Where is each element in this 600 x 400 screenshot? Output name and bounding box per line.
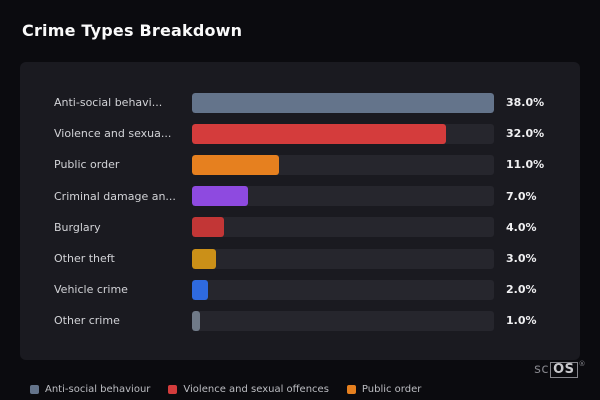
bar-row: Anti-social behavi... 38.0%: [54, 87, 552, 118]
bar-track: [192, 154, 494, 175]
bar[interactable]: [192, 154, 280, 175]
category-label: Other crime: [54, 314, 120, 328]
value-label: 4.0%: [506, 220, 537, 234]
logo-box: OS: [550, 361, 578, 378]
bar-row: Violence and sexua... 32.0%: [54, 118, 552, 149]
category-label: Burglary: [54, 220, 101, 234]
category-label: Vehicle crime: [54, 283, 128, 297]
legend-item[interactable]: Violence and sexual offences: [168, 384, 329, 395]
category-label: Criminal damage an...: [54, 189, 176, 203]
chart-card: Anti-social behavi... 38.0% Violence and s…: [20, 62, 580, 360]
legend-item[interactable]: Public order: [346, 384, 422, 395]
chart-legend: Anti-social behaviour Violence and sexual…: [30, 384, 421, 395]
category-label: Violence and sexua...: [54, 127, 172, 141]
bar-row: Burglary 4.0%: [54, 212, 552, 243]
value-label: 3.0%: [506, 252, 537, 266]
value-label: 11.0%: [506, 158, 545, 172]
bar-row: Criminal damage an... 7.0%: [54, 181, 552, 212]
legend-item[interactable]: Anti-social behaviour: [30, 384, 150, 395]
value-label: 7.0%: [506, 189, 537, 203]
bar-track: [192, 186, 494, 207]
bar-track: [192, 248, 494, 269]
bar[interactable]: [192, 279, 208, 300]
bar-track: [192, 123, 494, 144]
bar-row: Vehicle crime 2.0%: [54, 274, 552, 305]
bar-row: Other theft 3.0%: [54, 243, 552, 274]
bar[interactable]: [192, 310, 200, 331]
legend-label: Public order: [361, 384, 422, 395]
bar-row: Public order 11.0%: [54, 149, 552, 180]
bar[interactable]: [192, 217, 224, 238]
category-label: Other theft: [54, 252, 115, 266]
bar-track: [192, 217, 494, 238]
bar-track: [192, 279, 494, 300]
bar[interactable]: [192, 123, 447, 144]
logo-prefix: sc: [534, 361, 550, 377]
value-label: 32.0%: [506, 127, 545, 141]
category-label: Anti-social behavi...: [54, 96, 163, 110]
value-label: 1.0%: [506, 314, 537, 328]
legend-swatch: [346, 385, 356, 394]
legend-swatch: [30, 385, 39, 394]
legend-label: Violence and sexual offences: [183, 384, 329, 395]
bar[interactable]: [192, 248, 216, 269]
legend-label: Anti-social behaviour: [45, 384, 151, 395]
bar-track: [192, 310, 494, 331]
bar-chart: Anti-social behavi... 38.0% Violence and s…: [54, 87, 552, 337]
category-label: Public order: [54, 158, 120, 172]
legend-swatch: [168, 385, 178, 394]
bar[interactable]: [192, 186, 248, 207]
scos-logo: sc OS ®: [534, 359, 586, 378]
value-label: 38.0%: [506, 96, 545, 110]
bar-row: Other crime 1.0%: [54, 305, 552, 336]
bar[interactable]: [192, 92, 494, 113]
bar-track: [192, 92, 494, 113]
page-title: Crime Types Breakdown: [22, 21, 243, 40]
value-label: 2.0%: [506, 283, 537, 297]
registered-mark: ®: [578, 359, 586, 368]
